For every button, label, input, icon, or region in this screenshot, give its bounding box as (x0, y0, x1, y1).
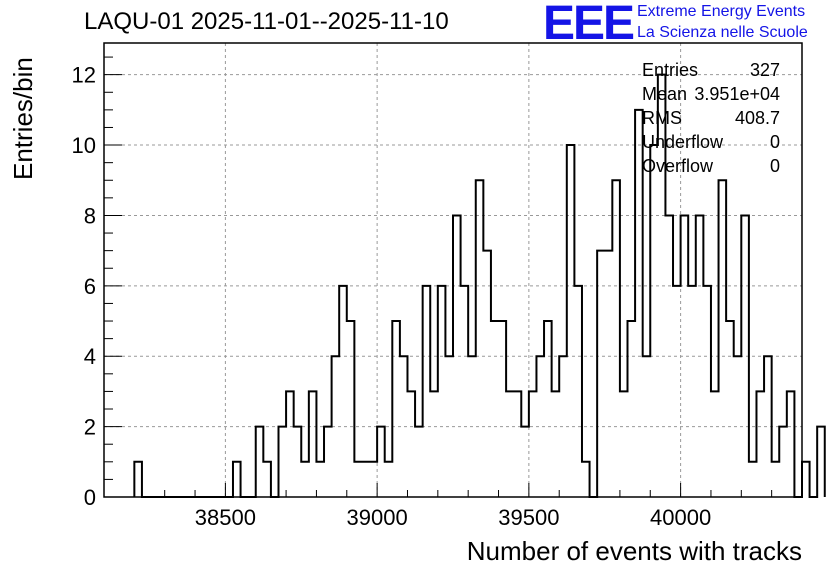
stats-overflow-value: 0 (769, 156, 780, 176)
stats-underflow-value: 0 (769, 132, 780, 152)
stats-row-underflow: Underflow 0 (642, 130, 780, 154)
stats-row-entries: Entries 327 (642, 58, 780, 82)
y-tick-label: 6 (84, 274, 96, 299)
y-tick-label: 8 (84, 203, 96, 228)
stats-overflow-label: Overflow (642, 156, 714, 176)
y-tick-label: 12 (72, 63, 96, 88)
x-tick-label: 39000 (347, 505, 408, 530)
stats-row-rms: RMS 408.7 (642, 106, 780, 130)
eee-logo: EEE (543, 0, 635, 50)
brand-line-2: La Scienza nelle Scuole (637, 24, 808, 41)
stats-underflow-label: Underflow (642, 132, 724, 152)
stats-box: Entries 327 Mean 3.951e+04 RMS 408.7 Und… (642, 58, 780, 178)
x-axis-label: Number of events with tracks (466, 536, 802, 566)
y-axis-label: Entries/bin (8, 57, 38, 180)
y-tick-label: 0 (84, 485, 96, 510)
stats-row-overflow: Overflow 0 (642, 154, 780, 178)
stats-mean-value: 3.951e+04 (694, 84, 780, 104)
stats-entries-label: Entries (642, 60, 699, 80)
stats-rms-value: 408.7 (734, 108, 780, 128)
x-tick-label: 40000 (650, 505, 711, 530)
y-tick-label: 4 (84, 344, 96, 369)
stats-rms-label: RMS (642, 108, 682, 128)
stats-mean-label: Mean (642, 84, 688, 104)
x-tick-label: 39500 (498, 505, 559, 530)
chart-title: LAQU-01 2025-11-01--2025-11-10 (84, 8, 449, 35)
stats-entries-value: 327 (749, 60, 780, 80)
x-tick-label: 38500 (195, 505, 256, 530)
plot-frame (103, 42, 803, 498)
y-tick-label: 10 (72, 133, 96, 158)
y-tick-label: 2 (84, 415, 96, 440)
stats-row-mean: Mean 3.951e+04 (642, 82, 780, 106)
brand-line-1: Extreme Energy Events (637, 3, 806, 20)
histogram-outline (133, 73, 826, 498)
